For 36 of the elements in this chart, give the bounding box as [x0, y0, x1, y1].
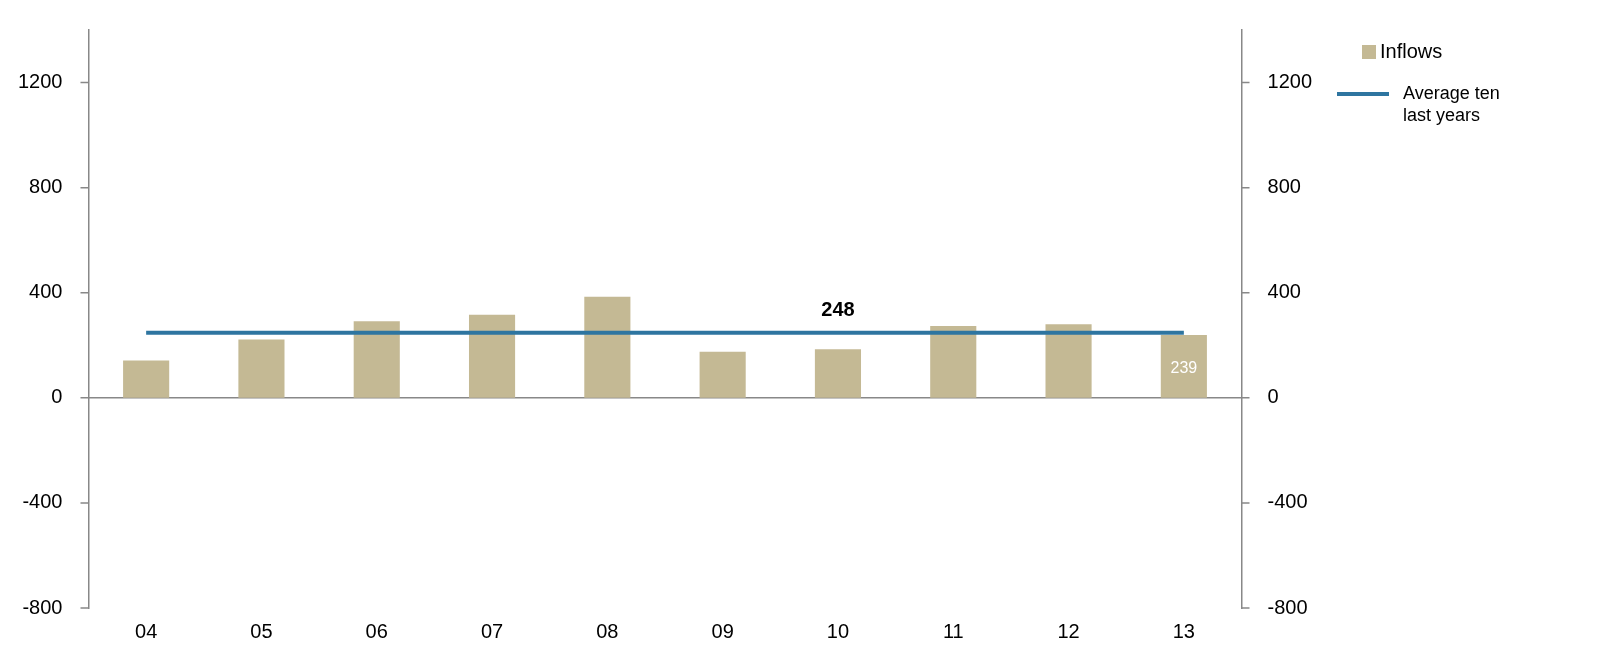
bar — [468, 314, 516, 398]
x-tick-label: 09 — [711, 619, 734, 642]
bar — [1160, 335, 1207, 398]
x-tick-label: 04 — [135, 619, 158, 642]
y-tick-label: 800 — [29, 175, 63, 198]
data-label: 239 — [1170, 358, 1198, 376]
y-tick-label: -400 — [22, 490, 63, 513]
y2-tick-label: 1200 — [1267, 70, 1313, 93]
y2-tick-label: 400 — [1267, 280, 1301, 303]
y2-tick-label: 800 — [1267, 175, 1301, 198]
legend-label: Average ten last years — [1403, 82, 1501, 126]
y2-tick-label: 0 — [1267, 385, 1279, 408]
x-tick-label: 11 — [942, 619, 964, 642]
y-tick-label: 0 — [51, 385, 63, 408]
bar — [584, 296, 631, 398]
x-tick-label: 05 — [250, 619, 273, 642]
bar — [123, 360, 170, 398]
x-tick-label: 06 — [365, 619, 388, 642]
bar — [814, 349, 862, 398]
bar — [1045, 324, 1092, 398]
bar — [353, 321, 400, 398]
x-tick-label: 08 — [596, 619, 619, 642]
y-tick-label: 1200 — [17, 70, 63, 93]
x-tick-label: 13 — [1172, 619, 1195, 642]
y-tick-label: -800 — [22, 595, 63, 618]
x-tick-label: 07 — [480, 619, 504, 642]
y2-tick-label: -800 — [1267, 595, 1308, 618]
bar — [238, 339, 285, 398]
x-tick-label: 12 — [1057, 619, 1080, 642]
x-tick-label: 10 — [826, 619, 850, 642]
legend-label: Inflows — [1380, 40, 1443, 62]
bar — [699, 351, 746, 398]
bar — [930, 326, 977, 398]
y2-tick-label: -400 — [1267, 490, 1308, 513]
annotation: 248 — [821, 298, 855, 321]
y-tick-label: 400 — [29, 280, 63, 303]
